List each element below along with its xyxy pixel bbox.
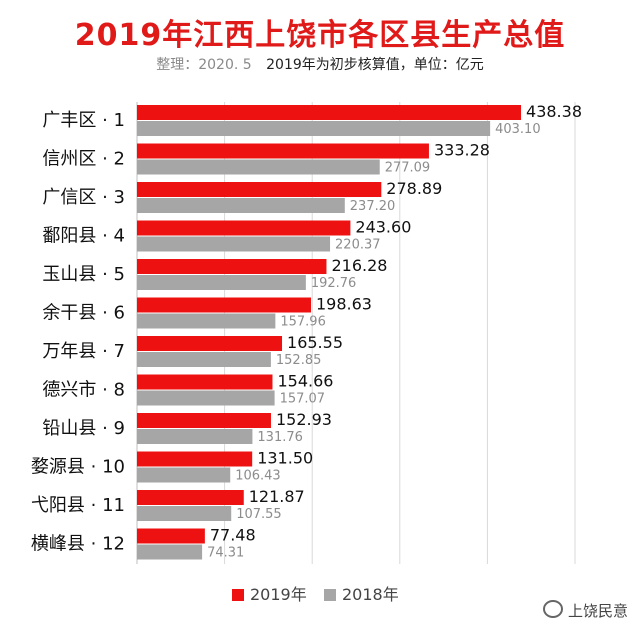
wechat-icon <box>542 600 563 618</box>
chart-title: 2019年江西上饶市各区县生产总值 <box>74 18 566 53</box>
bar-2019 <box>137 105 522 120</box>
value-label-2018: 74.31 <box>207 546 244 561</box>
value-label-2018: 131.76 <box>257 430 303 445</box>
category-label: 万年县 · 7 <box>42 341 125 362</box>
value-label-2018: 157.96 <box>280 315 326 330</box>
value-label-2019: 333.28 <box>434 141 490 160</box>
category-label: 鄱阳县 · 4 <box>42 226 125 247</box>
unit-note: 2019年为初步核算值，单位：亿元 <box>266 57 484 73</box>
bar-2018 <box>137 121 491 136</box>
value-label-2018: 277.09 <box>385 161 431 176</box>
bar-2019 <box>137 143 429 159</box>
category-label: 玉山县 · 5 <box>42 264 125 285</box>
category-label: 广丰区 · 1 <box>42 110 125 131</box>
bar-2019 <box>137 490 244 505</box>
value-label-2019: 121.87 <box>249 487 305 506</box>
bar-2019 <box>137 259 327 274</box>
bar-2018 <box>137 198 345 213</box>
value-label-2018: 157.07 <box>280 392 326 407</box>
category-label: 广信区 · 3 <box>42 187 125 208</box>
bar-2019 <box>137 182 382 197</box>
bar-2019 <box>137 297 311 313</box>
bar-2019 <box>137 413 271 428</box>
bar-2018 <box>137 506 232 521</box>
category-label: 信州区 · 2 <box>42 149 125 170</box>
category-label: 婺源县 · 10 <box>31 457 125 478</box>
value-label-2019: 243.60 <box>355 218 411 237</box>
legend-label: 2019年 <box>250 585 307 604</box>
value-label-2019: 131.50 <box>257 449 313 468</box>
bar-2018 <box>137 352 271 367</box>
bar-2018 <box>137 313 276 329</box>
bar-2019 <box>137 528 205 544</box>
value-label-2018: 107.55 <box>236 507 282 522</box>
bar-2018 <box>137 236 331 252</box>
value-label-2019: 278.89 <box>386 179 442 198</box>
value-label-2018: 403.10 <box>495 122 541 137</box>
chart-subtitle: 整理：2020. 5 2019年为初步核算值，单位：亿元 <box>0 54 640 74</box>
bar-2018 <box>137 467 231 483</box>
category-label: 余干县 · 6 <box>42 303 125 324</box>
category-label: 德兴市 · 8 <box>42 380 125 401</box>
value-label-2019: 77.48 <box>210 526 256 545</box>
value-label-2019: 438.38 <box>526 102 582 121</box>
watermark-text: 上饶民意 <box>567 602 628 620</box>
bar-2019 <box>137 336 283 351</box>
bar-2019 <box>137 374 273 390</box>
watermark: 上饶民意 <box>542 600 628 621</box>
value-label-2018: 220.37 <box>335 238 381 253</box>
value-label-2019: 198.63 <box>316 295 372 314</box>
bar-2018 <box>137 429 253 444</box>
bar-2018 <box>137 390 275 406</box>
category-label: 铅山县 · 9 <box>42 418 125 439</box>
bar-2018 <box>137 544 203 560</box>
compile-date-note: 整理：2020. 5 <box>156 57 252 73</box>
category-label: 横峰县 · 12 <box>31 534 125 555</box>
legend-swatch <box>232 589 244 601</box>
value-label-2019: 152.93 <box>276 410 332 429</box>
bar-2018 <box>137 159 380 175</box>
value-label-2018: 192.76 <box>311 276 357 291</box>
category-label: 弋阳县 · 11 <box>31 495 125 516</box>
bar-2018 <box>137 275 306 290</box>
value-label-2019: 165.55 <box>287 333 343 352</box>
value-label-2018: 106.43 <box>235 469 280 484</box>
bar-2019 <box>137 451 253 467</box>
legend-swatch <box>324 589 336 601</box>
bar-2019 <box>137 220 351 236</box>
legend-label: 2018年 <box>342 585 399 604</box>
value-label-2019: 154.66 <box>277 372 333 391</box>
value-label-2019: 216.28 <box>331 256 387 275</box>
value-label-2018: 237.20 <box>350 199 396 214</box>
value-label-2018: 152.85 <box>276 353 322 368</box>
